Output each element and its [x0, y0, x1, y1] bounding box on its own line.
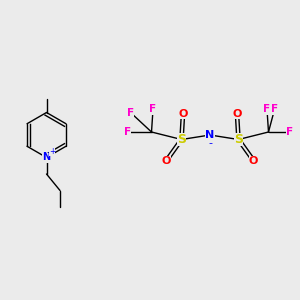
Text: O: O [178, 109, 188, 119]
Text: O: O [232, 109, 242, 119]
Text: S: S [177, 133, 186, 146]
Text: F: F [286, 127, 293, 137]
Text: +: + [49, 147, 56, 156]
Text: F: F [149, 104, 157, 115]
Text: F: F [127, 107, 134, 118]
Text: O: O [249, 155, 258, 166]
Text: O: O [162, 155, 171, 166]
Text: -: - [208, 138, 212, 148]
Text: F: F [263, 104, 271, 115]
Text: F: F [124, 127, 131, 137]
Text: F: F [271, 104, 278, 115]
Text: N: N [206, 130, 214, 140]
Text: S: S [234, 133, 243, 146]
Text: N: N [42, 152, 51, 163]
